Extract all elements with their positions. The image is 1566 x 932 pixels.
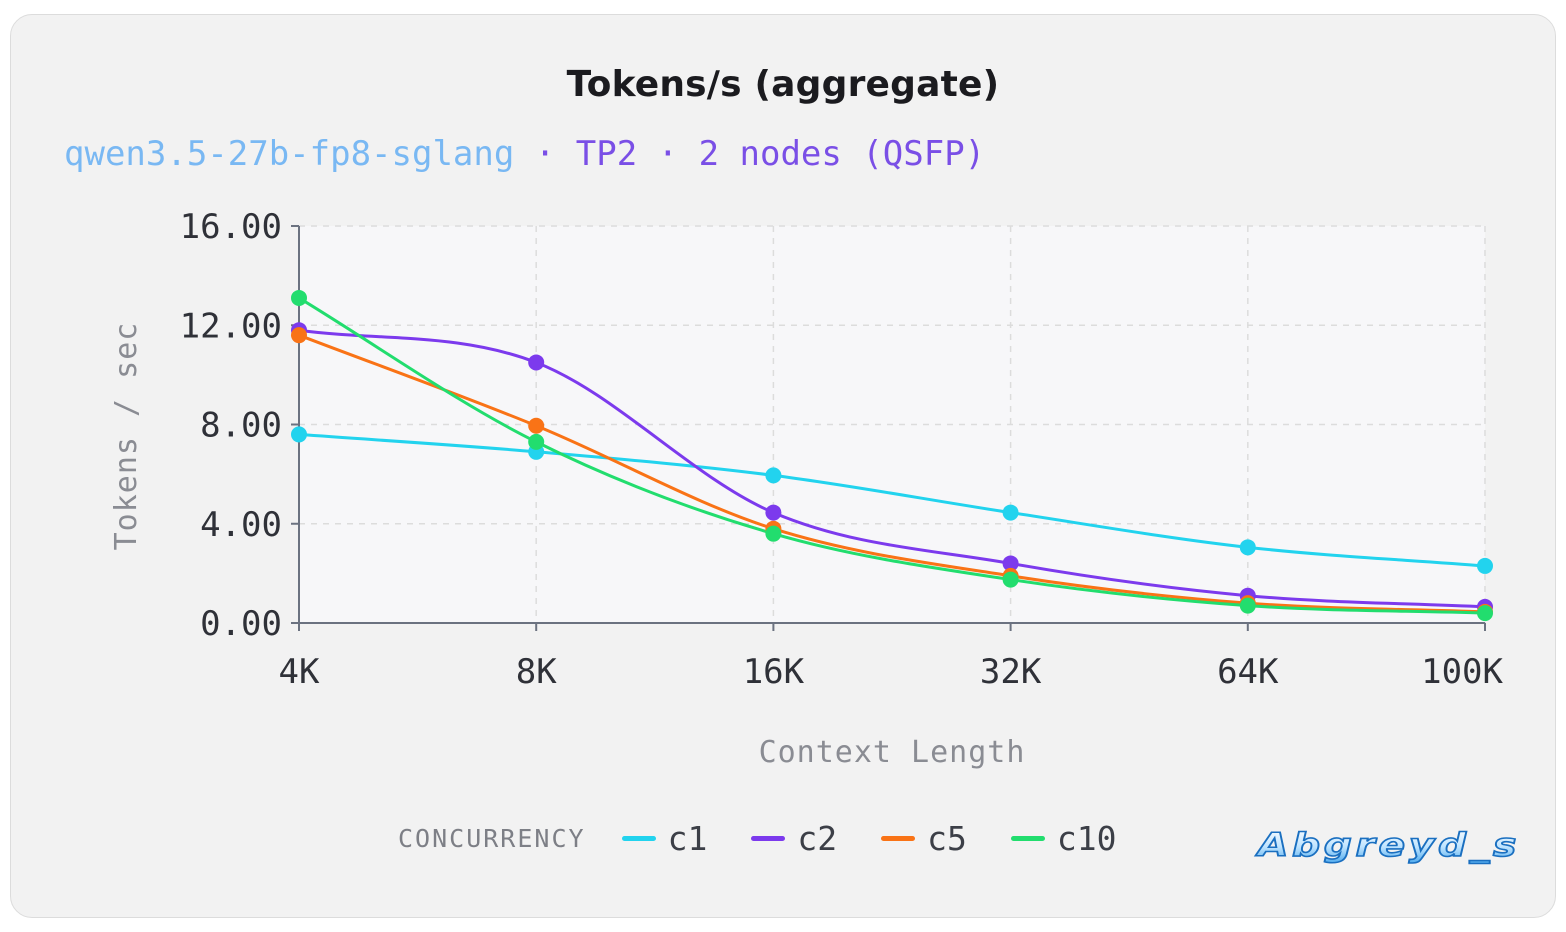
legend-item-c5[interactable]: c5 [881,819,967,858]
x-tick-label-5: 100K [1421,652,1503,692]
legend-swatch-c1 [621,835,656,841]
legend-label-c5: c5 [927,818,967,858]
legend-item-c10[interactable]: c10 [1010,818,1117,858]
data-point-c1-16K [765,467,782,484]
data-point-c10-32K [1002,571,1019,588]
y-tick-label-0: 0.00 [200,604,282,644]
data-point-c10-8K [528,433,545,450]
x-tick-label-3: 32K [980,652,1042,692]
legend-item-c1[interactable]: c1 [621,818,708,858]
y-tick-label-2: 8.00 [200,406,282,446]
legend-label-c10: c10 [1056,818,1117,858]
svg-text:Abgreyd_s: Abgreyd_s [1254,826,1520,864]
data-point-c2-16K [765,504,782,521]
y-tick-label-3: 12.00 [180,306,282,346]
data-point-c1-100K [1477,557,1493,574]
y-tick-label-4: 16.00 [180,207,282,247]
line-chart: 0.00 4.00 8.00 12.00 16.00 4K 8K 16K 32K 64K 100K C… [109,207,1504,770]
series-line-c2 [297,328,1487,609]
chart-subtitle: qwen3.5-27b-fp8-sglang · TP2 · 2 nodes (… [64,134,985,174]
data-point-c1-64K [1239,539,1256,556]
data-point-c2-32K [1002,555,1019,572]
legend-swatch-c2 [751,835,786,841]
legend-swatch-c10 [1010,835,1045,841]
chart-title: Tokens/s (aggregate) [566,64,1000,105]
data-point-c1-32K [1002,504,1019,521]
data-point-c10-4K [291,289,307,306]
x-tick-label-0: 4K [279,652,320,692]
data-point-c10-64K [1239,597,1256,614]
x-tick-label-1: 8K [516,652,557,692]
data-point-c2-8K [528,354,545,371]
y-axis-title: Tokens / sec [109,322,144,551]
legend-title: CONCURRENCY [398,823,586,853]
legend-label-c1: c1 [667,818,708,858]
legend-item-c2[interactable]: c2 [751,819,837,858]
x-tick-label-2: 16K [743,652,805,692]
data-point-c5-4K [291,327,307,344]
watermark-logo: Abgreyd_s [1254,825,1520,865]
series-line-c1 [297,432,1487,568]
legend-swatch-c5 [881,835,916,841]
series-line-c5 [297,333,1487,614]
data-point-c10-16K [765,525,782,542]
y-tick-label-1: 4.00 [200,505,282,545]
subtitle-model: qwen3.5-27b-fp8-sglang [64,134,515,174]
legend-label-c2: c2 [797,818,838,858]
x-axis-title: Context Length [759,735,1026,770]
data-point-c10-100K [1477,605,1493,622]
series-line-c10 [297,296,1487,615]
data-point-c1-4K [291,426,307,443]
subtitle-config: · TP2 · 2 nodes (QSFP) [514,134,986,174]
data-point-c5-8K [528,417,545,434]
x-tick-label-4: 64K [1217,652,1279,692]
legend: CONCURRENCY c1 c2 c5 c10 [398,816,1160,860]
